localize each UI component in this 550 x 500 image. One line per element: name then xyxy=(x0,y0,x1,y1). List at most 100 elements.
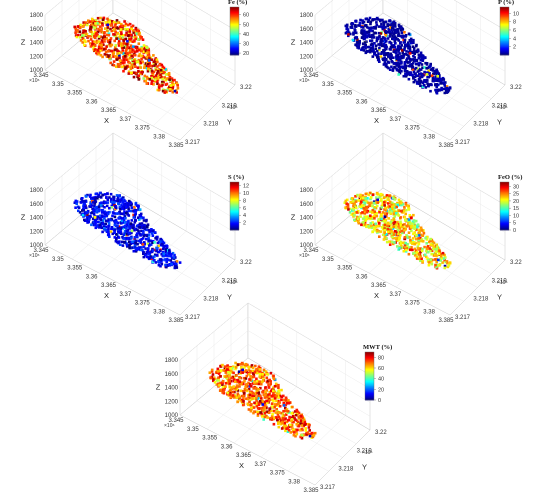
x-axis-label: X xyxy=(239,461,244,470)
colorbar-segment xyxy=(230,201,239,203)
colorbar-segment xyxy=(500,13,509,15)
data-point xyxy=(384,34,388,37)
data-point xyxy=(152,60,156,64)
data-point xyxy=(122,237,126,240)
data-point xyxy=(91,17,94,21)
data-point xyxy=(358,195,362,198)
data-point xyxy=(140,216,143,220)
data-point xyxy=(256,382,259,385)
data-point xyxy=(278,411,281,414)
data-point xyxy=(254,386,258,390)
data-point xyxy=(349,32,352,36)
data-point xyxy=(264,370,268,373)
data-point xyxy=(89,42,92,45)
data-point xyxy=(419,58,423,62)
data-point xyxy=(153,231,157,234)
data-point xyxy=(128,49,132,52)
data-point xyxy=(93,223,97,226)
data-point xyxy=(122,207,126,211)
data-point xyxy=(123,231,126,235)
data-point xyxy=(286,426,290,429)
data-point xyxy=(367,30,371,34)
data-point xyxy=(112,64,116,67)
x-tick-label: 3.36 xyxy=(86,99,98,105)
y-axis-label: Y xyxy=(497,118,502,127)
data-point xyxy=(289,431,293,434)
data-point xyxy=(93,40,96,43)
data-point xyxy=(157,261,161,264)
x-exponent: ×10⁶ xyxy=(299,78,310,84)
data-point xyxy=(154,66,157,70)
data-point xyxy=(345,25,349,28)
x-tick-label: 3.365 xyxy=(101,283,117,289)
data-point xyxy=(385,194,389,197)
data-point xyxy=(408,49,412,52)
data-point xyxy=(221,379,225,383)
data-point xyxy=(125,31,128,35)
data-point xyxy=(240,366,243,369)
data-point xyxy=(387,202,390,205)
colorbar-tick-label: 12 xyxy=(243,184,249,190)
data-point xyxy=(413,72,417,76)
data-point xyxy=(95,51,98,55)
data-point xyxy=(151,240,155,243)
colorbar-segment xyxy=(230,41,239,44)
data-point xyxy=(299,422,302,426)
data-point xyxy=(263,373,266,377)
data-point xyxy=(417,53,421,57)
data-point xyxy=(371,230,374,234)
data-point xyxy=(81,25,85,28)
data-point xyxy=(399,65,403,69)
data-point xyxy=(386,230,390,233)
x-exponent: ×10⁶ xyxy=(29,253,40,259)
colorbar-segment xyxy=(230,44,239,46)
x-tick-label: 3.36 xyxy=(356,99,368,105)
data-point xyxy=(425,242,428,245)
data-point xyxy=(396,63,400,67)
data-point xyxy=(210,368,214,372)
data-point xyxy=(258,401,261,405)
data-point xyxy=(417,62,420,65)
data-point xyxy=(361,211,364,214)
data-point xyxy=(259,370,262,373)
data-point xyxy=(256,397,260,400)
colorbar-segment xyxy=(230,32,239,34)
data-point xyxy=(388,240,391,243)
data-point xyxy=(115,37,119,40)
data-point xyxy=(138,52,142,56)
data-point xyxy=(277,386,280,390)
data-point xyxy=(399,216,402,219)
data-point xyxy=(351,212,355,216)
data-point xyxy=(381,200,384,204)
data-point xyxy=(396,34,400,37)
data-point xyxy=(212,378,215,381)
z-tick-label: 1600 xyxy=(30,202,44,208)
data-point xyxy=(122,58,126,61)
data-point xyxy=(101,219,105,222)
data-point xyxy=(362,200,365,204)
data-point xyxy=(126,28,129,31)
colorbar-segment xyxy=(500,196,509,198)
colorbar-segment xyxy=(365,392,374,395)
data-point xyxy=(239,389,243,393)
data-point xyxy=(296,420,300,424)
data-point xyxy=(100,46,103,50)
data-point xyxy=(395,68,399,72)
data-point xyxy=(419,233,423,237)
data-point xyxy=(149,243,153,246)
data-point xyxy=(436,264,439,267)
data-point xyxy=(122,196,125,199)
data-point xyxy=(105,29,109,33)
data-point xyxy=(99,16,102,20)
colorbar-segment xyxy=(500,220,509,222)
data-point xyxy=(161,89,165,93)
data-point xyxy=(400,44,404,47)
colorbar-segment xyxy=(230,202,239,204)
data-point xyxy=(367,201,370,205)
data-point xyxy=(421,260,424,263)
data-point xyxy=(247,408,251,411)
data-point xyxy=(374,229,377,232)
data-point xyxy=(412,252,415,255)
grid-line-z xyxy=(314,132,506,206)
data-point xyxy=(393,215,397,218)
